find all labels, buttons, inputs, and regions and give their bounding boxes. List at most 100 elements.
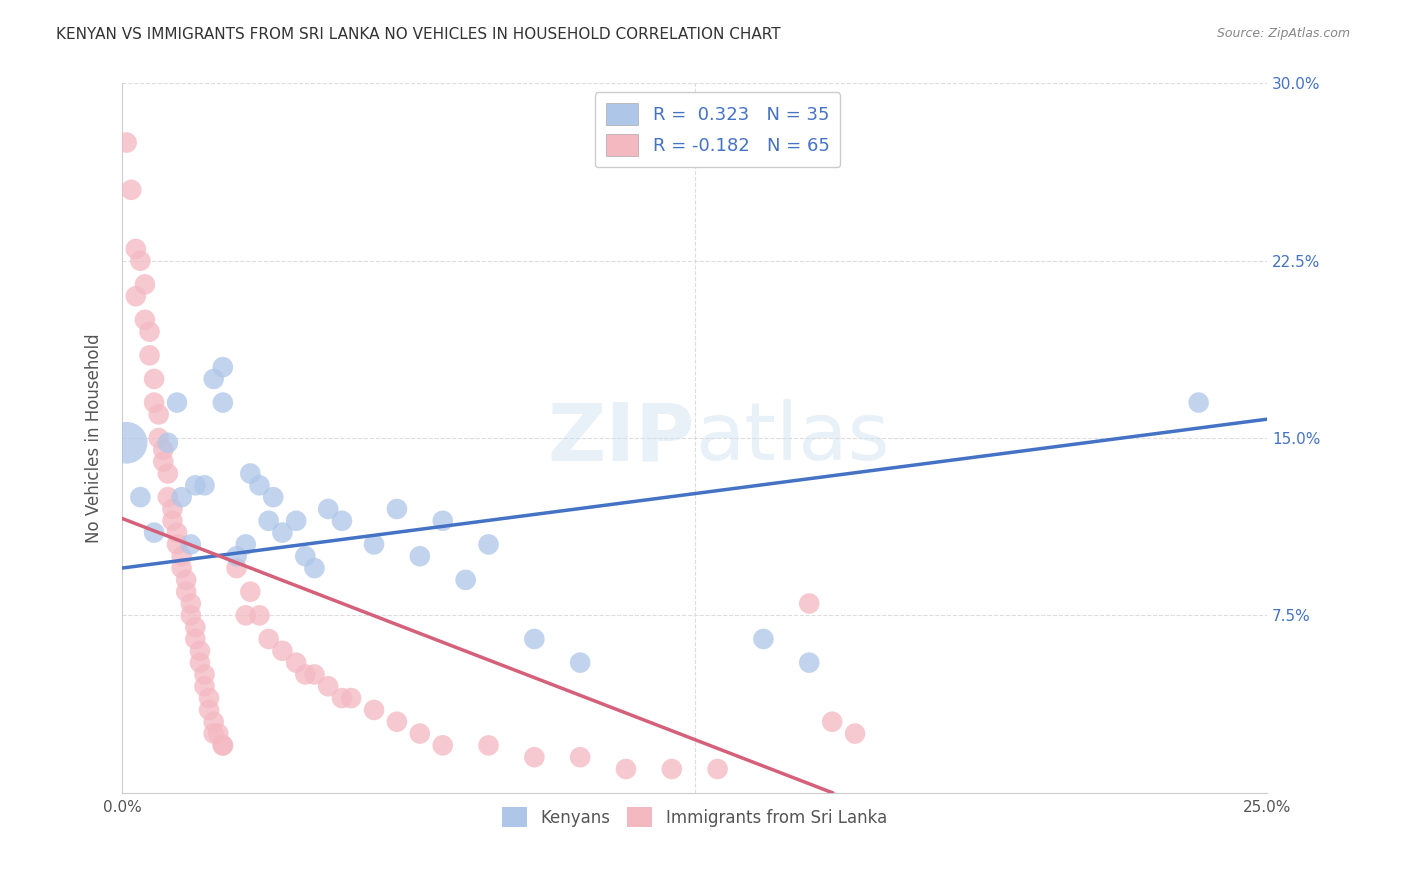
Point <box>143 372 166 386</box>
Point <box>129 490 152 504</box>
Point <box>385 502 408 516</box>
Point <box>148 408 170 422</box>
Point <box>184 478 207 492</box>
Point <box>257 514 280 528</box>
Point <box>211 739 233 753</box>
Point <box>170 490 193 504</box>
Point <box>523 750 546 764</box>
Point <box>166 537 188 551</box>
Point <box>225 561 247 575</box>
Point <box>211 395 233 409</box>
Text: KENYAN VS IMMIGRANTS FROM SRI LANKA NO VEHICLES IN HOUSEHOLD CORRELATION CHART: KENYAN VS IMMIGRANTS FROM SRI LANKA NO V… <box>56 27 780 42</box>
Point <box>156 467 179 481</box>
Point <box>844 726 866 740</box>
Point <box>316 502 339 516</box>
Point <box>249 608 271 623</box>
Point <box>202 714 225 729</box>
Point <box>432 514 454 528</box>
Point <box>152 455 174 469</box>
Point <box>198 703 221 717</box>
Point <box>134 277 156 292</box>
Point <box>706 762 728 776</box>
Point <box>249 478 271 492</box>
Point <box>799 597 821 611</box>
Point <box>271 644 294 658</box>
Point <box>193 478 215 492</box>
Point <box>188 656 211 670</box>
Point <box>138 348 160 362</box>
Point <box>174 573 197 587</box>
Point <box>363 703 385 717</box>
Point <box>170 549 193 564</box>
Point <box>285 656 308 670</box>
Point <box>330 514 353 528</box>
Point <box>138 325 160 339</box>
Point <box>202 372 225 386</box>
Text: ZIP: ZIP <box>547 399 695 477</box>
Point <box>523 632 546 646</box>
Point <box>262 490 284 504</box>
Point <box>156 435 179 450</box>
Point <box>239 467 262 481</box>
Point <box>125 242 148 256</box>
Point <box>569 750 592 764</box>
Point <box>225 549 247 564</box>
Point <box>180 597 202 611</box>
Point <box>385 714 408 729</box>
Point <box>409 549 432 564</box>
Point <box>614 762 637 776</box>
Legend: Kenyans, Immigrants from Sri Lanka: Kenyans, Immigrants from Sri Lanka <box>496 800 894 834</box>
Point <box>330 691 353 706</box>
Point <box>184 632 207 646</box>
Point <box>125 289 148 303</box>
Point <box>752 632 775 646</box>
Point <box>207 726 229 740</box>
Point <box>152 442 174 457</box>
Point <box>198 691 221 706</box>
Point <box>170 561 193 575</box>
Point <box>143 395 166 409</box>
Point <box>193 667 215 681</box>
Point <box>821 714 844 729</box>
Point <box>115 136 138 150</box>
Point <box>316 679 339 693</box>
Point <box>162 514 184 528</box>
Point <box>143 525 166 540</box>
Point <box>235 608 257 623</box>
Point <box>271 525 294 540</box>
Point <box>180 537 202 551</box>
Point <box>115 435 138 450</box>
Point <box>294 549 316 564</box>
Point <box>156 490 179 504</box>
Point <box>432 739 454 753</box>
Point <box>193 679 215 693</box>
Point <box>294 667 316 681</box>
Point <box>409 726 432 740</box>
Point <box>129 253 152 268</box>
Point <box>162 502 184 516</box>
Point <box>285 514 308 528</box>
Point <box>211 739 233 753</box>
Point <box>304 667 326 681</box>
Point <box>304 561 326 575</box>
Point <box>174 584 197 599</box>
Point <box>188 644 211 658</box>
Point <box>184 620 207 634</box>
Point <box>239 584 262 599</box>
Text: atlas: atlas <box>695 399 889 477</box>
Point <box>569 656 592 670</box>
Point <box>235 537 257 551</box>
Point <box>180 608 202 623</box>
Point <box>257 632 280 646</box>
Point <box>363 537 385 551</box>
Point <box>166 525 188 540</box>
Point <box>202 726 225 740</box>
Point <box>211 360 233 375</box>
Point <box>477 537 499 551</box>
Text: Source: ZipAtlas.com: Source: ZipAtlas.com <box>1216 27 1350 40</box>
Point <box>454 573 477 587</box>
Point <box>799 656 821 670</box>
Point <box>120 183 142 197</box>
Point <box>340 691 363 706</box>
Point <box>477 739 499 753</box>
